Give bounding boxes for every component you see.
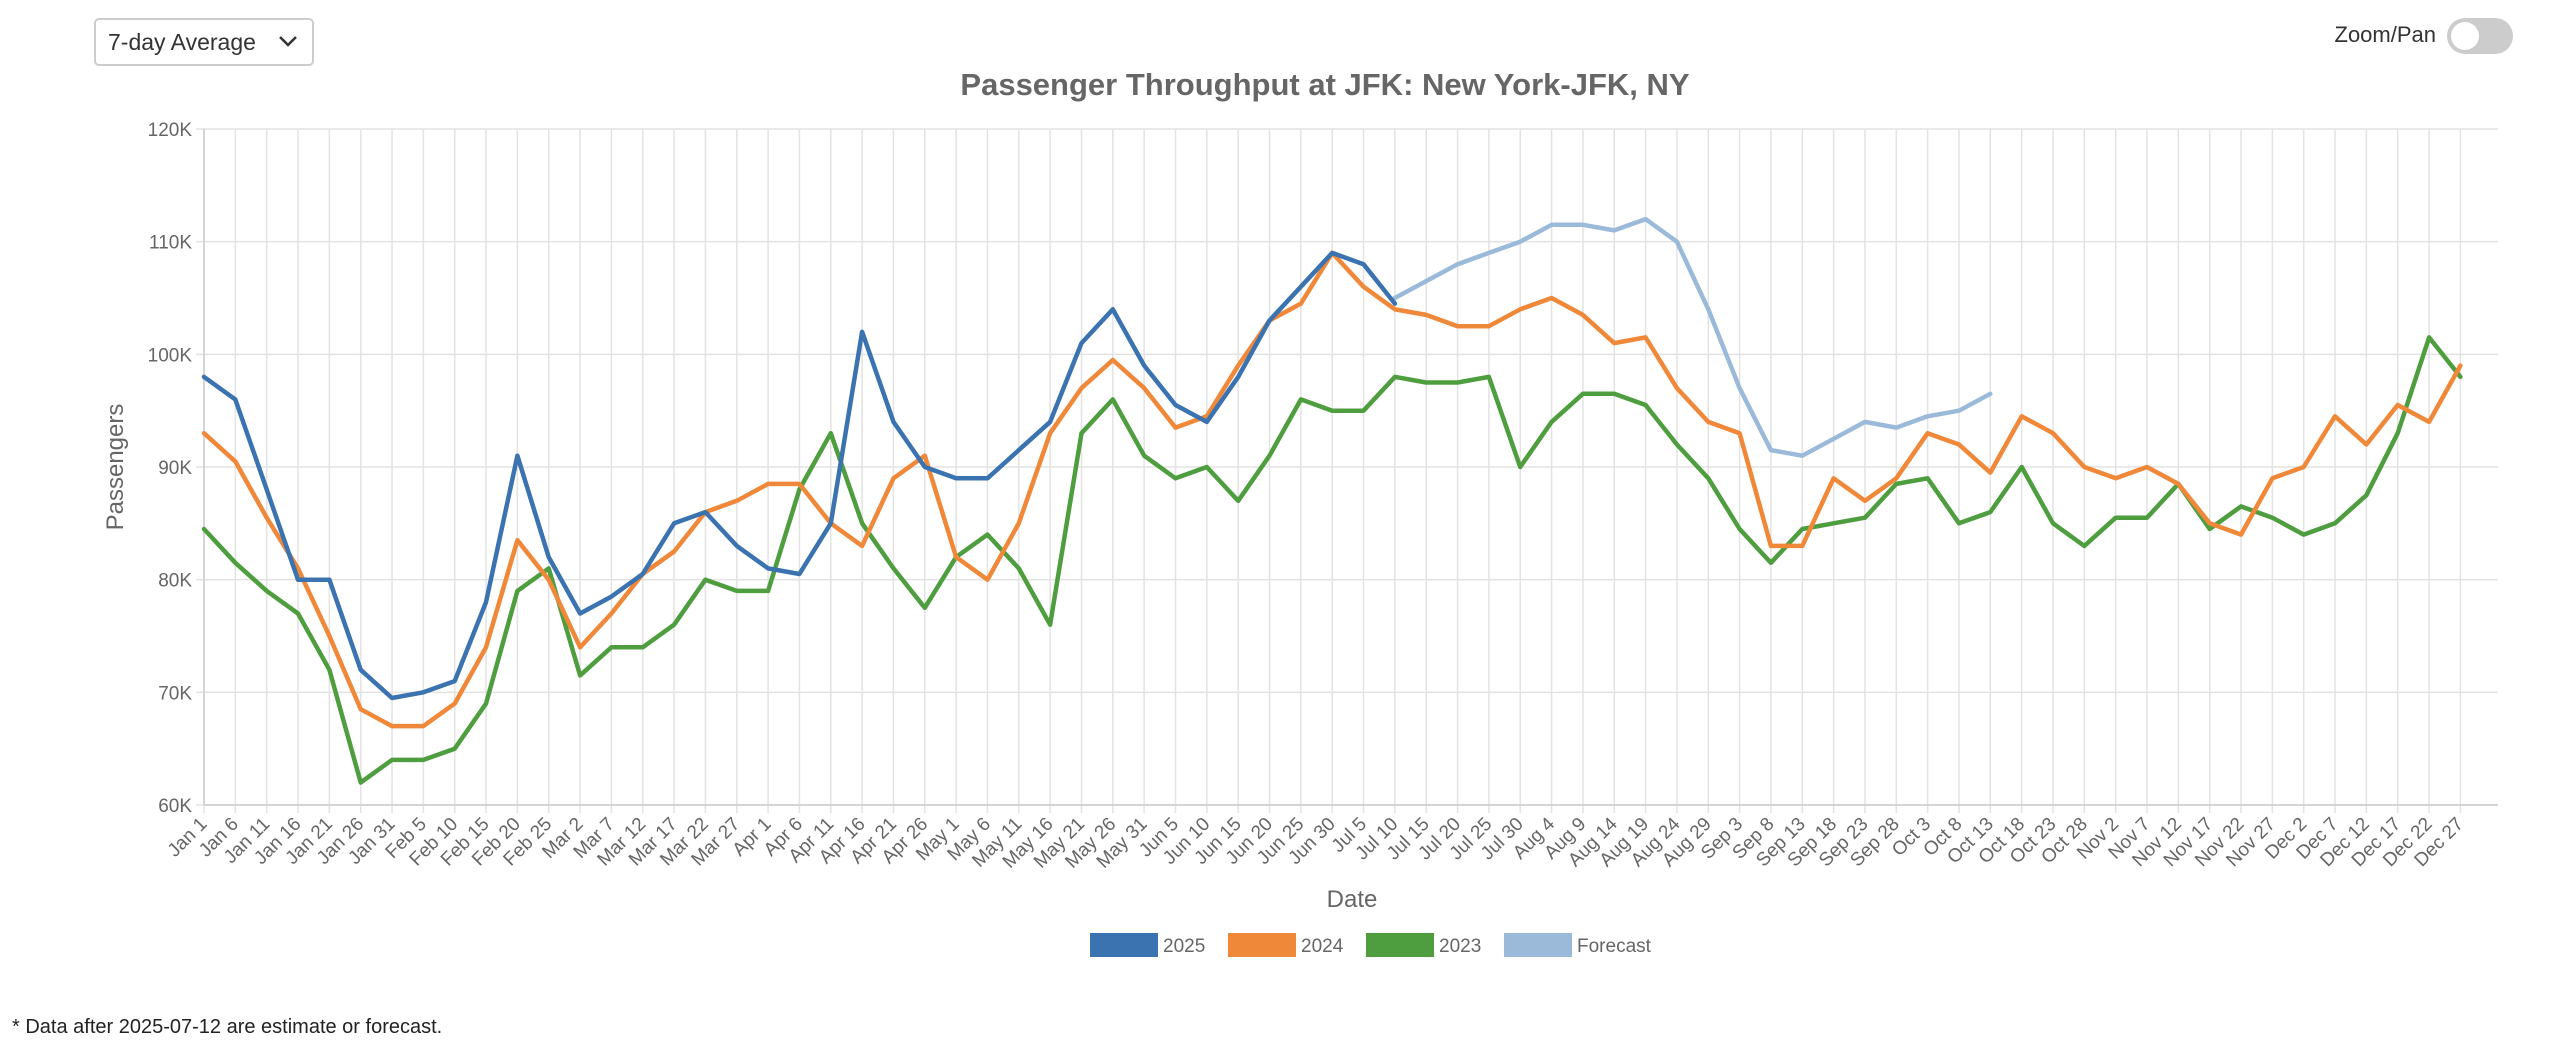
- chart: Passenger Throughput at JFK: New York-JF…: [102, 67, 2498, 957]
- legend-item[interactable]: 2025: [1090, 933, 1205, 957]
- legend-swatch: [1228, 933, 1296, 957]
- legend-swatch: [1090, 933, 1158, 957]
- y-tick-label: 90K: [158, 458, 192, 479]
- series-line: [201, 335, 2463, 785]
- footnote: * Data after 2025-07-12 are estimate or …: [12, 1016, 443, 1038]
- y-tick-label: 120K: [148, 120, 193, 141]
- series-line: [1392, 216, 1993, 458]
- zoom-toggle[interactable]: [2447, 18, 2513, 54]
- legend-item[interactable]: 2024: [1228, 933, 1344, 957]
- legend-swatch: [1366, 933, 1434, 957]
- legend-swatch: [1504, 933, 1572, 957]
- series-line: [201, 250, 1398, 701]
- y-tick-label: 70K: [158, 683, 192, 704]
- zoom-label: Zoom/Pan: [2334, 22, 2437, 47]
- y-tick-label: 60K: [158, 796, 192, 817]
- x-axis-title: Date: [1327, 886, 1378, 913]
- y-axis-title: Passengers: [102, 404, 129, 531]
- chart-title: Passenger Throughput at JFK: New York-JF…: [960, 67, 1690, 102]
- y-tick-label: 100K: [148, 345, 193, 366]
- legend-item[interactable]: Forecast: [1504, 933, 1652, 957]
- legend-label: 2025: [1163, 936, 1205, 957]
- chevron-icon: [279, 36, 297, 47]
- dropdown-label: 7-day Average: [108, 29, 256, 55]
- y-tick-label: 80K: [158, 571, 192, 592]
- y-tick-label: 110K: [149, 233, 192, 254]
- legend-item[interactable]: 2023: [1366, 933, 1481, 957]
- legend-label: 2023: [1439, 936, 1481, 957]
- legend-label: 2024: [1301, 936, 1344, 957]
- legend-label: Forecast: [1577, 936, 1652, 957]
- average-dropdown[interactable]: 7-day Average: [94, 18, 314, 66]
